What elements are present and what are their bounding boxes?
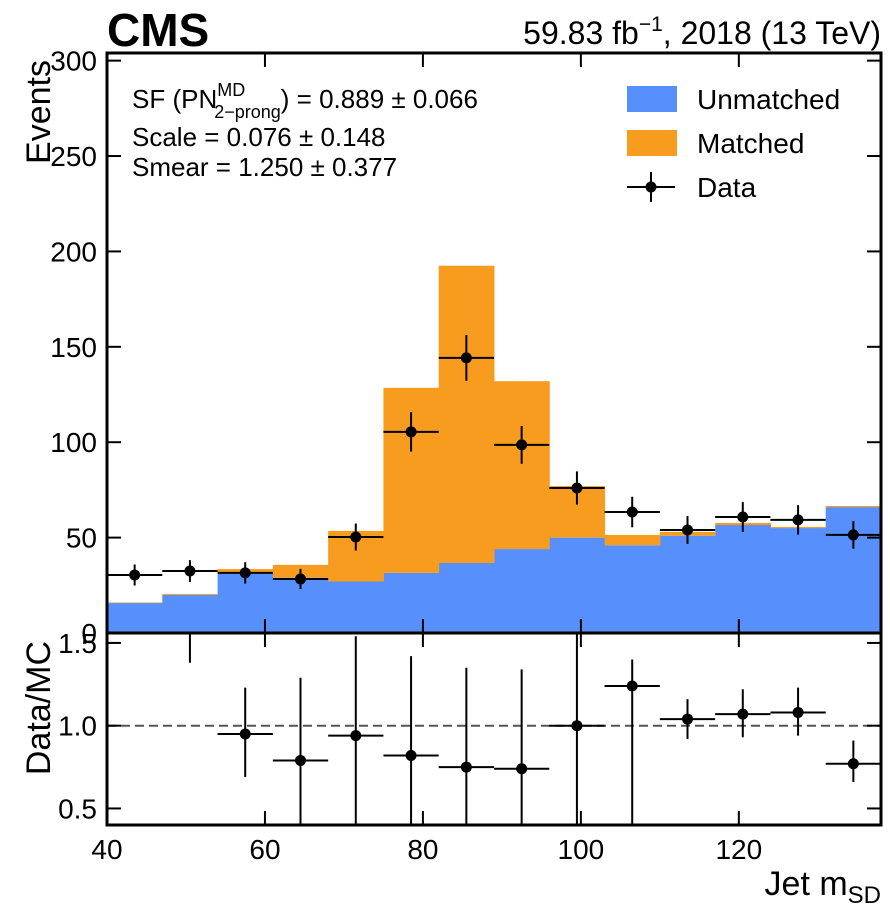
hist-bar [825,505,881,508]
ratio-point [295,754,306,766]
x-tick-label: 120 [715,834,762,865]
data-point [516,439,528,451]
ratio-point [847,758,859,770]
ratio-point [682,713,693,725]
data-point [737,511,749,523]
x-tick-label: 100 [558,834,605,865]
data-point [129,569,141,581]
y-tick-label: 300 [50,46,97,77]
y-tick-label: 100 [50,427,97,458]
data-point [239,567,251,579]
annotation-sub: 2−prong [214,102,281,122]
lumi-sup: −1 [639,13,663,36]
ratio-point [239,728,251,740]
data-point [460,352,472,364]
main-plot [107,265,881,633]
hist-bar [438,562,495,633]
ratio-point [792,706,804,718]
hist-bar [162,593,219,595]
data-point [405,426,417,438]
hist-bar [107,603,163,633]
data-point [847,529,859,541]
annotation: Scale = 0.076 ± 0.148 [132,122,386,152]
hist-bar [162,594,219,633]
ratio-point [737,708,749,720]
hist-bar [604,545,661,633]
x-label-sub: SD [848,882,881,909]
x-axis-label: Jet mSD [765,865,881,909]
hist-bar [549,537,606,633]
y-axis-label: Events [20,60,58,164]
hist-bar [770,528,827,633]
y-tick-label: 250 [50,141,97,172]
hist-bar [604,534,661,546]
data-point [792,514,804,526]
legend-label: Unmatched [697,84,840,115]
y-tick-label: 200 [50,236,97,267]
ratio-point [405,749,417,761]
hist-bar [383,572,440,633]
lumi-label: 59.83 fb−1, 2018 (13 TeV) [523,13,881,51]
panel-frame [105,631,883,827]
ratio-y-axis-label: Data/MC [20,641,58,775]
annotation-text: SF (PN [132,84,217,114]
lumi-text: , 2018 (13 TeV) [663,15,881,51]
legend-marker [645,181,657,193]
data-point [184,565,196,577]
y-tick-label: 0 [81,618,97,649]
hist-bar [438,265,495,563]
data-point [626,506,638,518]
hist-bar [107,602,163,604]
y-tick-label: 150 [50,332,97,363]
legend-label: Data [697,172,757,203]
data-point [295,573,306,585]
hist-bar [494,381,550,550]
hist-bar [494,549,550,633]
legend-swatch [627,86,677,112]
annotation: Smear = 1.250 ± 0.377 [132,152,397,182]
annotation-sup: MD [217,80,245,100]
ratio-point [571,720,583,732]
x-tick-label: 60 [249,834,280,865]
annotation-text: ) = 0.889 ± 0.066 [281,84,478,114]
ratio-point [350,730,362,742]
hist-bar [715,525,771,633]
x-label-text: Jet m [765,865,848,903]
ratio-point [516,763,528,775]
y-tick-label: 1.5 [58,628,97,659]
ratio-point [460,761,472,773]
lumi-text: 59.83 fb [523,15,639,51]
annotation: SF (PNMD 2−prong) = 0.889 ± 0.066 [132,80,478,122]
overlay: CMS 59.83 fb−1, 2018 (13 TeV) Events Dat… [20,4,883,909]
data-point [350,531,362,543]
ratio-point [626,680,638,692]
x-tick-label: 80 [407,834,438,865]
data-point [571,482,583,494]
y-tick-label: 1.0 [58,711,97,742]
legend-label: Matched [697,128,804,159]
legend-swatch [627,130,677,156]
cms-label: CMS [107,4,209,56]
hist-bar [659,535,716,633]
y-tick-label: 50 [66,523,97,554]
data-point [682,524,693,536]
x-tick-label: 40 [91,834,122,865]
ratio-plot [107,633,881,825]
hist-bar [328,581,384,633]
y-tick-label: 0.5 [58,793,97,824]
